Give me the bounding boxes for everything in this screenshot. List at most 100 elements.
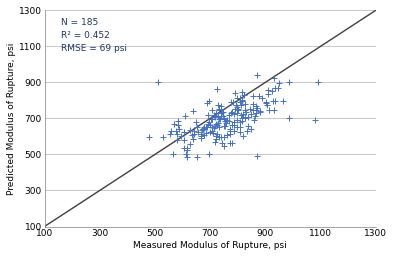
Point — [234, 125, 240, 129]
Point — [241, 93, 247, 97]
Point — [263, 100, 269, 105]
Point — [171, 122, 177, 126]
Point — [231, 112, 237, 116]
Point — [213, 137, 219, 141]
Point — [167, 132, 173, 136]
Point — [206, 121, 212, 125]
Point — [269, 89, 275, 93]
Point — [183, 152, 190, 156]
Point — [217, 104, 224, 108]
Point — [194, 155, 200, 159]
Point — [220, 110, 226, 114]
Point — [178, 134, 184, 138]
Text: N = 185
R² = 0.452
RMSE = 69 psi: N = 185 R² = 0.452 RMSE = 69 psi — [61, 18, 127, 53]
Point — [218, 114, 225, 118]
Point — [210, 113, 217, 117]
Point — [239, 118, 245, 123]
Point — [243, 109, 249, 114]
Point — [230, 100, 236, 104]
Point — [235, 108, 241, 112]
Point — [231, 129, 237, 133]
Point — [223, 121, 229, 125]
Point — [263, 101, 269, 105]
Point — [181, 130, 188, 134]
Point — [198, 133, 204, 137]
Point — [227, 141, 233, 145]
Point — [251, 114, 258, 118]
Point — [194, 125, 200, 129]
Point — [250, 102, 256, 106]
Point — [175, 119, 181, 123]
Point — [180, 146, 187, 150]
Point — [204, 125, 210, 129]
Point — [201, 126, 207, 130]
Point — [221, 116, 227, 121]
Point — [231, 123, 238, 127]
Point — [266, 108, 272, 112]
Point — [244, 124, 251, 128]
Point — [174, 132, 180, 136]
Point — [275, 86, 281, 90]
Point — [201, 133, 207, 137]
Point — [205, 122, 212, 126]
Point — [253, 108, 259, 112]
Point — [237, 96, 243, 100]
Point — [200, 127, 206, 131]
Point — [234, 105, 240, 109]
Point — [224, 133, 230, 137]
Point — [216, 107, 222, 112]
Point — [240, 134, 246, 138]
Point — [218, 111, 224, 115]
Point — [176, 127, 182, 131]
Point — [208, 117, 214, 121]
Y-axis label: Predicted Modulus of Rupture, psi: Predicted Modulus of Rupture, psi — [7, 42, 16, 195]
Point — [211, 126, 217, 130]
Point — [239, 98, 245, 102]
Point — [239, 90, 245, 94]
Point — [215, 103, 221, 107]
Point — [236, 120, 243, 124]
Point — [247, 107, 253, 111]
Point — [314, 80, 321, 85]
Point — [181, 137, 188, 142]
Point — [285, 80, 292, 84]
Point — [206, 152, 212, 157]
Point — [217, 117, 223, 121]
Point — [232, 91, 238, 95]
Point — [175, 123, 181, 127]
Point — [214, 87, 220, 91]
Point — [216, 108, 223, 112]
Point — [254, 73, 260, 77]
Point — [207, 123, 214, 127]
Point — [221, 117, 227, 121]
Point — [215, 121, 221, 125]
Point — [221, 144, 228, 148]
Point — [206, 99, 212, 103]
Point — [242, 116, 248, 121]
Point — [168, 129, 175, 133]
Point — [184, 146, 190, 150]
Point — [271, 76, 277, 80]
Point — [214, 123, 220, 127]
Point — [220, 114, 226, 118]
Point — [242, 115, 248, 120]
Point — [234, 118, 240, 122]
Point — [191, 132, 197, 136]
Point — [229, 123, 236, 127]
Point — [169, 152, 176, 156]
Point — [227, 129, 233, 133]
Point — [238, 113, 245, 117]
Point — [195, 130, 201, 134]
Point — [271, 86, 278, 90]
Point — [247, 127, 254, 131]
Point — [230, 120, 237, 124]
Point — [222, 124, 228, 128]
Point — [229, 141, 235, 145]
Point — [257, 109, 263, 113]
Point — [226, 119, 232, 123]
Point — [237, 130, 243, 134]
Point — [229, 110, 235, 114]
Point — [253, 111, 259, 115]
Point — [271, 108, 277, 112]
Point — [234, 106, 240, 111]
